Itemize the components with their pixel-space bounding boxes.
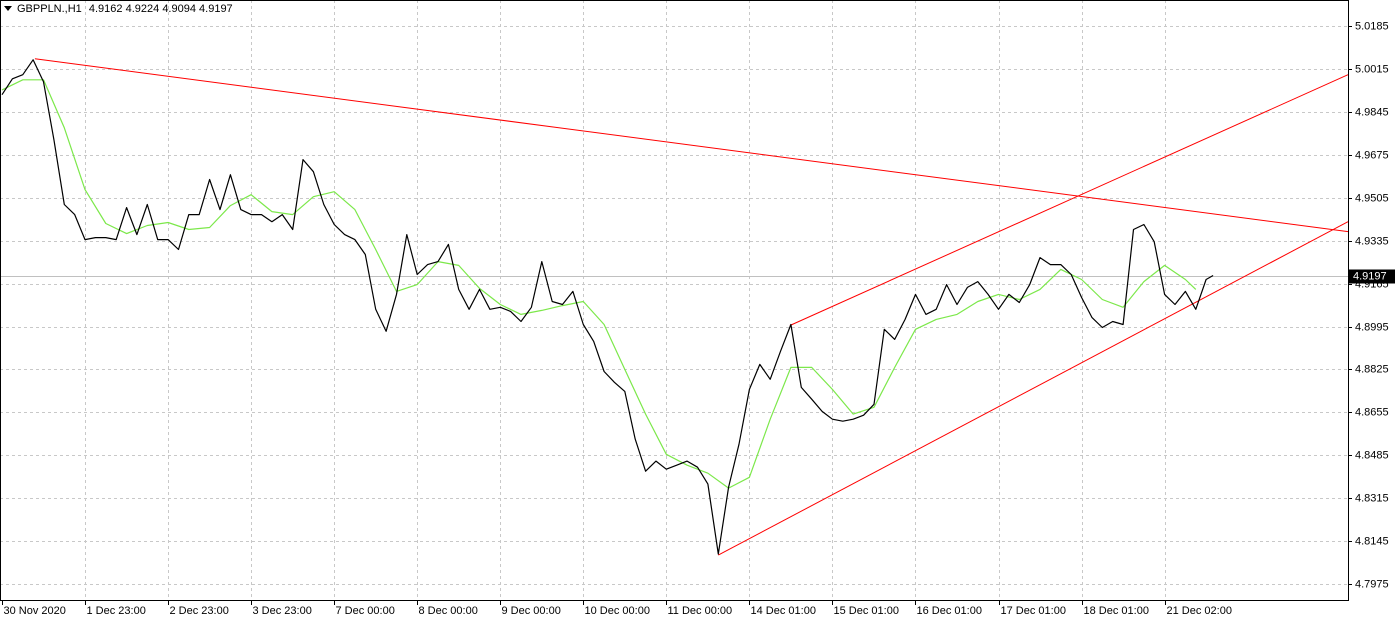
- y-tick-label: 5.0185: [1355, 20, 1389, 32]
- y-tick-label: 4.9675: [1355, 149, 1389, 161]
- x-tick-label: 18 Dec 01:00: [1084, 605, 1149, 617]
- x-tick-label: 30 Nov 2020: [4, 605, 66, 617]
- y-tick-label: 4.9845: [1355, 106, 1389, 118]
- x-tick-label: 15 Dec 01:00: [834, 605, 899, 617]
- plot-frame: [0, 0, 1349, 601]
- x-tick-label: 11 Dec 00:00: [668, 605, 733, 617]
- trendline: [718, 221, 1349, 556]
- price-label: 4.9197: [1353, 270, 1387, 282]
- x-tick-label: 3 Dec 23:00: [253, 605, 312, 617]
- close-price: 4.9197: [199, 3, 233, 15]
- plot: [0, 58, 1349, 556]
- x-tick-label: 14 Dec 01:00: [751, 605, 816, 617]
- high-price: 4.9224: [126, 3, 160, 15]
- trendline: [34, 58, 1349, 233]
- x-tick-label: 10 Dec 00:00: [585, 605, 650, 617]
- y-tick-label: 4.9335: [1355, 235, 1389, 247]
- open-price: 4.9162: [89, 3, 123, 15]
- y-tick-label: 4.7975: [1355, 578, 1389, 590]
- symbol-marker: [4, 6, 12, 11]
- x-tick-label: 9 Dec 00:00: [502, 605, 561, 617]
- y-tick-label: 4.8655: [1355, 406, 1389, 418]
- y-tick-label: 4.8825: [1355, 363, 1389, 375]
- y-tick-label: 4.8485: [1355, 449, 1389, 461]
- y-tick-label: 4.8315: [1355, 492, 1389, 504]
- grid: [0, 0, 1348, 600]
- price-label-box: [1349, 269, 1395, 284]
- x-tick-label: 17 Dec 01:00: [1001, 605, 1066, 617]
- low-price: 4.9094: [162, 3, 196, 15]
- x-tick-label: 16 Dec 01:00: [917, 605, 982, 617]
- moving-average-line: [1, 79, 1197, 489]
- x-tick-label: 7 Dec 00:00: [336, 605, 395, 617]
- y-tick-label: 4.8995: [1355, 321, 1389, 333]
- y-tick-label: 4.8145: [1355, 535, 1389, 547]
- x-tick-label: 2 Dec 23:00: [170, 605, 229, 617]
- chart-header: GBPPLN.,H1 4.9162 4.9224 4.9094 4.9197: [17, 3, 233, 15]
- x-tick-label: 1 Dec 23:00: [87, 605, 146, 617]
- x-tick-label: 21 Dec 02:00: [1167, 605, 1232, 617]
- x-tick-label: 8 Dec 00:00: [419, 605, 478, 617]
- price-line: [1, 59, 1214, 555]
- trendline: [789, 74, 1349, 326]
- y-tick-label: 5.0015: [1355, 63, 1389, 75]
- y-tick-label: 4.9505: [1355, 192, 1389, 204]
- axes: 5.0185 5.0015 4.9845 4.9675 4.9505 4.9335 4.91…: [2, 20, 1395, 617]
- symbol: GBPPLN.,H1: [17, 3, 82, 15]
